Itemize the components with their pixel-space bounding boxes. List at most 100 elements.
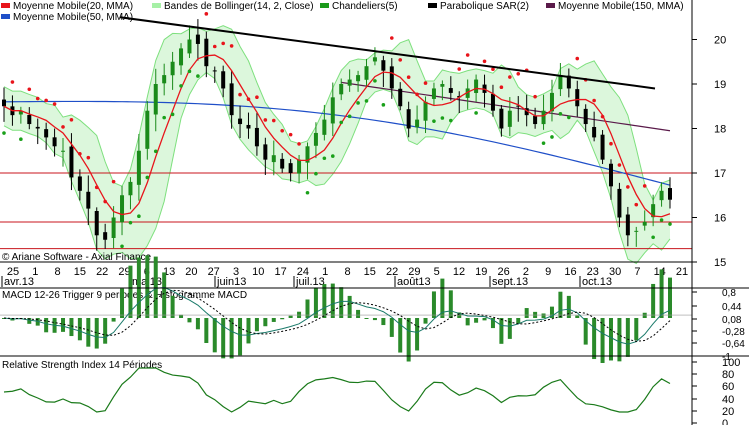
- candle-body: [187, 39, 192, 54]
- legend-label: Moyenne Mobile(150, MMA): [558, 1, 684, 12]
- sar-dot: [145, 175, 150, 180]
- macd-y-tick: -0,64: [722, 339, 745, 350]
- macd-histogram-bar: [356, 309, 361, 318]
- sar-dot: [634, 202, 639, 207]
- candle-body: [18, 110, 23, 115]
- sar-dot: [86, 155, 91, 160]
- candle-body: [406, 109, 411, 129]
- sar-dot: [575, 56, 580, 61]
- sar-dot: [541, 141, 546, 145]
- candle-body: [381, 60, 386, 71]
- candle-body: [499, 108, 504, 129]
- date-tick-label: 20: [185, 266, 197, 278]
- candle-body: [617, 188, 622, 218]
- macd-y-tick: 0,8: [722, 288, 736, 299]
- sar-dot: [668, 222, 672, 226]
- candle-body: [364, 66, 369, 80]
- candle-body: [330, 97, 335, 124]
- date-tick-label: 29: [408, 266, 420, 278]
- macd-histogram-bar: [524, 308, 529, 318]
- candle-body: [254, 127, 259, 147]
- candle-body: [52, 137, 57, 147]
- date-tick-label: 26: [497, 266, 509, 278]
- date-tick-label: 10: [252, 266, 264, 278]
- macd-histogram-bar: [448, 290, 453, 318]
- macd-histogram-bar: [212, 318, 217, 353]
- sar-dot: [558, 112, 563, 116]
- candle-body: [145, 110, 150, 149]
- candle-body: [356, 75, 361, 82]
- watermark: © Ariane Software - Axial Finance: [2, 252, 152, 263]
- price-y-tick: 19: [714, 79, 726, 91]
- sar-dot: [288, 132, 293, 137]
- macd-histogram-bar: [634, 318, 639, 341]
- sar-dot: [508, 75, 512, 79]
- candle-body: [322, 119, 327, 135]
- macd-histogram-bar: [592, 318, 597, 360]
- rsi-y-tick: 0: [722, 418, 728, 425]
- sar-dot: [474, 111, 478, 115]
- sar-dot: [179, 84, 183, 88]
- sar-dot: [27, 87, 32, 92]
- moving-average-20-line: [3, 54, 671, 218]
- sar-dot: [52, 102, 57, 106]
- sar-dot: [499, 85, 504, 90]
- candle-body: [238, 118, 243, 125]
- macd-histogram-bar: [94, 318, 99, 349]
- sar-dot: [153, 149, 158, 154]
- macd-histogram-bar: [313, 287, 318, 318]
- date-tick-label: 25: [7, 266, 19, 278]
- price-y-tick: 20: [714, 35, 726, 47]
- macd-histogram-bar: [179, 314, 184, 318]
- candle-body: [263, 144, 268, 160]
- macd-histogram-bar: [86, 318, 91, 347]
- candle-body: [389, 66, 394, 89]
- sar-dot: [592, 98, 596, 103]
- price-y-tick: 17: [714, 168, 726, 180]
- macd-histogram-bar: [322, 284, 327, 318]
- macd-histogram-bar: [229, 318, 234, 359]
- macd-histogram-bar: [339, 287, 344, 318]
- macd-histogram-bar: [558, 291, 563, 318]
- sar-dot: [162, 115, 166, 120]
- moving-average-150-line: [341, 81, 671, 132]
- macd-histogram-bar: [288, 315, 293, 318]
- sar-dot: [617, 163, 622, 167]
- legend-swatch: [152, 3, 161, 8]
- price-y-tick: 16: [714, 213, 726, 225]
- sar-dot: [263, 118, 268, 122]
- candle-body: [313, 132, 318, 146]
- macd-histogram-bar: [77, 318, 82, 341]
- macd-histogram-bar: [389, 318, 394, 337]
- candle-body: [128, 181, 133, 196]
- macd-histogram-bar: [372, 318, 377, 321]
- macd-histogram-bar: [305, 299, 310, 318]
- date-tick-label: 16: [564, 266, 576, 278]
- sar-dot: [550, 135, 554, 139]
- macd-histogram-bar: [153, 256, 158, 318]
- candle-body: [431, 88, 436, 99]
- date-tick-label: 17: [274, 266, 286, 278]
- macd-histogram-bar: [440, 278, 445, 318]
- candle-body: [212, 70, 217, 72]
- candle-body: [170, 61, 175, 76]
- date-tick-label: 7: [634, 266, 640, 278]
- candle-body: [465, 88, 470, 98]
- legend-swatch: [1, 3, 10, 8]
- macd-histogram-bar: [35, 318, 40, 326]
- date-tick-label: 29: [118, 266, 130, 278]
- candle-body: [415, 119, 420, 128]
- sar-dot: [120, 244, 124, 249]
- sar-dot: [196, 74, 200, 78]
- macd-histogram-bar: [659, 269, 664, 318]
- macd-histogram-bar: [490, 318, 495, 329]
- sar-dot: [19, 137, 23, 142]
- sar-dot: [567, 115, 571, 120]
- candle-body: [221, 71, 226, 89]
- sar-dot: [204, 12, 209, 16]
- macd-histogram-bar: [608, 318, 613, 361]
- legend-label: Bandes de Bollinger(14, 2, Close): [164, 1, 314, 12]
- month-label: août13: [397, 276, 431, 288]
- macd-histogram-bar: [617, 318, 622, 362]
- macd-histogram-bar: [347, 295, 352, 318]
